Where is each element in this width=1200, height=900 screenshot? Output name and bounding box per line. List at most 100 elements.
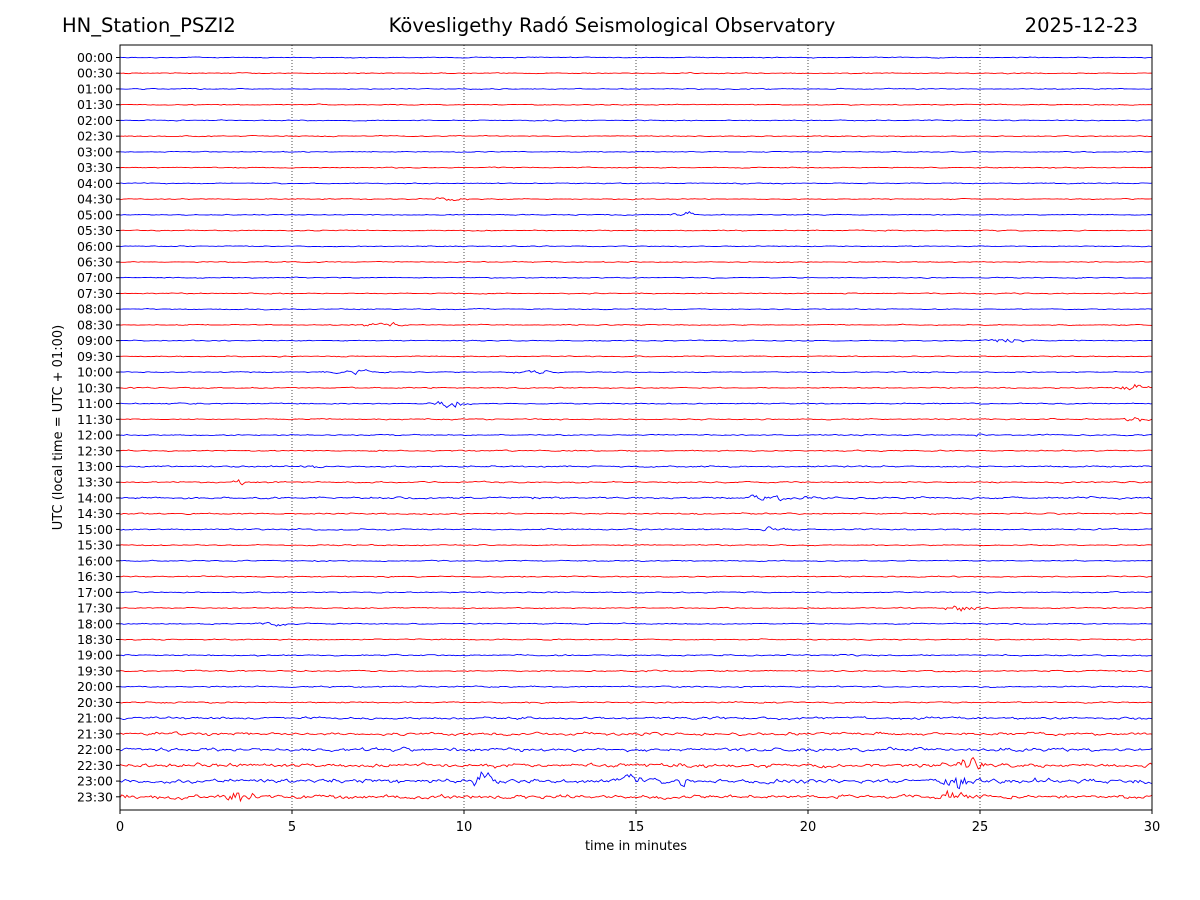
y-tick-label: 16:00 [77, 553, 113, 568]
seismic-trace [120, 400, 1153, 409]
y-tick-label: 17:00 [77, 585, 113, 600]
seismic-trace [119, 260, 1152, 264]
seismic-trace [119, 119, 1153, 122]
y-tick-label: 21:00 [77, 711, 113, 726]
y-tick-label: 18:00 [77, 616, 113, 631]
seismic-trace [119, 338, 1152, 343]
seismic-trace [119, 72, 1153, 75]
y-tick-label: 03:00 [77, 144, 113, 159]
seismic-trace [119, 166, 1153, 169]
y-tick-label: 22:00 [77, 742, 113, 757]
y-tick-label: 11:00 [77, 396, 113, 411]
chart-date: 2025-12-23 [1024, 14, 1138, 37]
x-tick-label: 20 [800, 820, 817, 835]
seismic-trace [119, 746, 1153, 753]
y-tick-label: 05:00 [77, 207, 113, 222]
y-tick-label: 05:30 [77, 223, 113, 238]
seismic-trace [120, 575, 1153, 578]
seismic-trace [119, 701, 1153, 704]
seismic-trace [119, 321, 1153, 327]
y-tick-label: 19:30 [77, 663, 113, 678]
y-tick-label: 14:30 [77, 506, 113, 521]
y-tick-label: 18:30 [77, 632, 113, 647]
y-axis-ticks: 00:0000:3001:0001:3002:0002:3003:0003:30… [77, 50, 120, 804]
y-tick-label: 10:30 [77, 380, 113, 395]
observatory-title: Kövesligethy Radó Seismological Observat… [388, 14, 836, 37]
x-axis-label: time in minutes [585, 839, 687, 854]
x-axis-ticks: 0 5 10 15 20 25 30 [116, 810, 1160, 835]
seismic-trace [119, 229, 1153, 232]
y-tick-label: 02:00 [77, 113, 113, 128]
y-tick-label: 01:00 [77, 81, 113, 96]
y-tick-label: 07:00 [77, 270, 113, 285]
y-tick-label: 04:00 [77, 176, 113, 191]
seismic-trace [120, 292, 1153, 295]
y-tick-label: 16:30 [77, 569, 113, 584]
seismic-traces [119, 56, 1153, 803]
seismic-trace [119, 383, 1153, 391]
x-tick-label: 30 [1144, 820, 1161, 835]
y-tick-label: 19:00 [77, 648, 113, 663]
y-tick-label: 23:30 [77, 789, 113, 804]
seismic-trace [119, 638, 1153, 641]
seismic-trace [120, 197, 1153, 201]
seismic-trace [120, 87, 1153, 91]
seismic-trace [119, 56, 1153, 59]
seismic-trace [120, 308, 1153, 311]
y-tick-label: 06:30 [77, 254, 113, 269]
seismic-trace [119, 621, 1153, 627]
y-tick-label: 14:00 [77, 490, 113, 505]
y-tick-label: 01:30 [77, 97, 113, 112]
seismic-trace [119, 478, 1153, 486]
y-tick-label: 00:30 [77, 66, 113, 81]
x-tick-label: 0 [116, 820, 124, 835]
seismic-trace [119, 210, 1153, 216]
grid-lines [291, 45, 981, 810]
y-tick-label: 15:30 [77, 538, 113, 553]
seismic-trace [119, 103, 1152, 106]
seismic-trace [119, 433, 1153, 437]
y-tick-label: 23:00 [77, 774, 113, 789]
x-tick-label: 15 [628, 820, 645, 835]
seismic-trace [119, 685, 1153, 689]
y-tick-label: 10:00 [77, 365, 113, 380]
seismic-trace [119, 731, 1153, 737]
seismic-trace [119, 669, 1153, 673]
y-tick-label: 12:00 [77, 428, 113, 443]
seismic-trace [119, 276, 1153, 279]
seismic-trace [119, 494, 1153, 502]
y-tick-label: 12:30 [77, 443, 113, 458]
seismic-trace [119, 756, 1153, 770]
seismic-trace [120, 182, 1153, 185]
y-tick-label: 11:30 [77, 412, 113, 427]
seismic-trace [119, 465, 1153, 469]
y-tick-label: 08:30 [77, 317, 113, 332]
y-tick-label: 13:00 [77, 459, 113, 474]
seismic-trace [119, 449, 1153, 453]
y-tick-label: 17:30 [77, 601, 113, 616]
y-tick-label: 15:00 [77, 522, 113, 537]
x-tick-label: 5 [288, 820, 296, 835]
seismic-trace [119, 150, 1152, 153]
station-name: HN_Station_PSZI2 [62, 14, 236, 37]
seismic-trace [119, 716, 1153, 721]
y-axis-label: UTC (local time = UTC + 01:00) [51, 325, 66, 530]
y-tick-label: 02:30 [77, 129, 113, 144]
seismic-trace [119, 416, 1153, 422]
y-tick-label: 13:30 [77, 475, 113, 490]
seismic-trace [119, 543, 1153, 547]
y-tick-label: 04:30 [77, 192, 113, 207]
x-tick-label: 25 [972, 820, 989, 835]
seismic-trace [119, 369, 1153, 376]
seismic-trace [119, 134, 1153, 138]
seismic-trace [119, 771, 1153, 790]
y-tick-label: 09:00 [77, 333, 113, 348]
seismic-trace [119, 653, 1153, 657]
seismic-trace [119, 526, 1153, 532]
seismic-trace [119, 789, 1153, 803]
y-tick-label: 08:00 [77, 302, 113, 317]
seismic-trace [119, 512, 1153, 515]
seismic-trace [119, 605, 1153, 612]
y-tick-label: 07:30 [77, 286, 113, 301]
